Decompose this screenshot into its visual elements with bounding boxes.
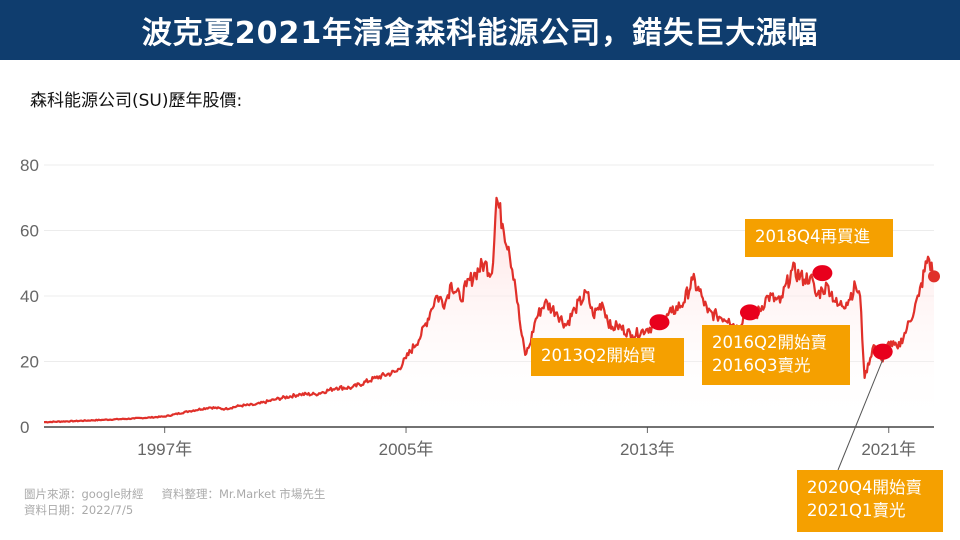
callout-2018q4-rebuy: 2018Q4再買進	[745, 219, 893, 257]
callout-line: 2016Q3賣光	[712, 356, 811, 375]
callout-line: 2013Q2開始買	[541, 346, 656, 365]
callout-line: 2021Q1賣光	[807, 501, 906, 520]
x-tick-label: 2005年	[379, 440, 434, 459]
callout-line: 2018Q4再買進	[755, 227, 870, 246]
price-endpoint-marker	[928, 270, 940, 283]
page-title: 波克夏2021年清倉森科能源公司，錯失巨大漲幅	[141, 16, 819, 51]
compiled-credit: 資料整理：Mr.Market 市場先生	[161, 487, 326, 501]
source-note: 圖片來源：google財經 資料整理：Mr.Market 市場先生 資料日期：20…	[24, 486, 343, 518]
callout-line: 2020Q4開始賣	[807, 478, 922, 497]
x-tick-label: 2021年	[861, 440, 916, 459]
trade-marker	[649, 314, 670, 331]
callout-leader-line	[837, 359, 884, 471]
y-tick-label: 0	[20, 418, 29, 437]
x-tick-label: 2013年	[620, 440, 675, 459]
y-axis-ticks: 0 20 40 60 80	[20, 156, 39, 437]
source-credit: 圖片來源：google財經	[24, 487, 144, 501]
title-banner: 波克夏2021年清倉森科能源公司，錯失巨大漲幅	[0, 0, 960, 60]
x-tick-label: 1997年	[137, 440, 192, 459]
trade-marker	[872, 343, 893, 360]
callout-line: 2016Q2開始賣	[712, 333, 827, 352]
y-tick-label: 40	[20, 287, 39, 306]
trade-marker	[739, 304, 760, 321]
y-tick-label: 80	[20, 156, 39, 175]
data-date: 資料日期：2022/7/5	[24, 503, 134, 517]
callout-2013q2-buy: 2013Q2開始買	[531, 338, 684, 376]
trade-markers	[649, 265, 893, 360]
callout-2016-sell: 2016Q2開始賣 2016Q3賣光	[702, 325, 850, 385]
trade-marker	[812, 265, 833, 282]
x-axis-ticks: 1997年 2005年 2013年 2021年	[137, 427, 916, 459]
y-tick-label: 20	[20, 353, 39, 372]
price-line	[44, 196, 935, 424]
y-tick-label: 60	[20, 222, 39, 241]
chart-subtitle: 森科能源公司(SU)歷年股價:	[30, 91, 243, 111]
callout-2020-sell: 2020Q4開始賣 2021Q1賣光	[797, 470, 943, 532]
